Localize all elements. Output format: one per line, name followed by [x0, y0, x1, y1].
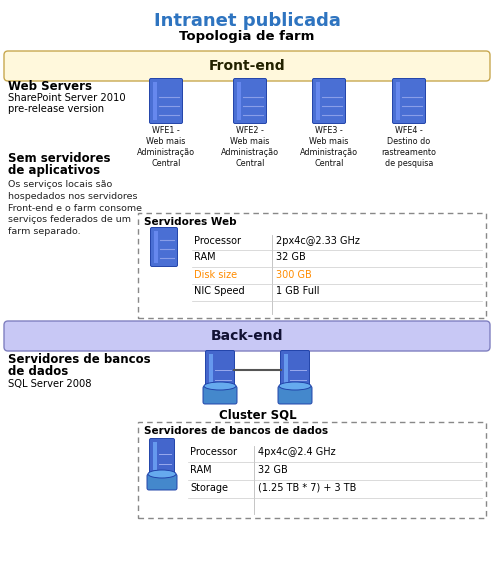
Text: de dados: de dados — [8, 365, 68, 378]
Text: 32 GB: 32 GB — [258, 465, 288, 475]
FancyBboxPatch shape — [234, 79, 266, 124]
Text: SQL Server 2008: SQL Server 2008 — [8, 379, 91, 389]
FancyBboxPatch shape — [150, 439, 174, 473]
Polygon shape — [284, 354, 288, 386]
Ellipse shape — [148, 470, 176, 478]
Text: NIC Speed: NIC Speed — [194, 286, 245, 297]
Ellipse shape — [279, 382, 311, 390]
Polygon shape — [153, 82, 157, 120]
FancyBboxPatch shape — [206, 351, 235, 389]
Text: 1 GB Full: 1 GB Full — [276, 286, 320, 297]
Ellipse shape — [204, 382, 236, 390]
FancyBboxPatch shape — [393, 79, 425, 124]
Text: SharePoint Server 2010: SharePoint Server 2010 — [8, 93, 125, 103]
Text: 300 GB: 300 GB — [276, 270, 312, 279]
Text: WFE4 -
Destino do
rastreamento
de pesquisa: WFE4 - Destino do rastreamento de pesqui… — [381, 126, 437, 168]
Text: RAM: RAM — [194, 252, 215, 263]
Text: WFE3 -
Web mais
Administração
Central: WFE3 - Web mais Administração Central — [300, 126, 358, 168]
FancyBboxPatch shape — [4, 51, 490, 81]
FancyBboxPatch shape — [281, 351, 310, 389]
Polygon shape — [316, 82, 320, 120]
Polygon shape — [209, 354, 213, 386]
Text: de aplicativos: de aplicativos — [8, 164, 100, 177]
Polygon shape — [153, 442, 157, 470]
Text: Sem servidores: Sem servidores — [8, 152, 111, 165]
Polygon shape — [154, 231, 158, 263]
Text: Web Servers: Web Servers — [8, 80, 92, 93]
FancyBboxPatch shape — [203, 386, 237, 404]
Text: Intranet publicada: Intranet publicada — [154, 12, 340, 30]
Polygon shape — [237, 82, 241, 120]
FancyBboxPatch shape — [147, 474, 177, 490]
Text: (1.25 TB * 7) + 3 TB: (1.25 TB * 7) + 3 TB — [258, 483, 356, 493]
FancyBboxPatch shape — [313, 79, 345, 124]
Text: pre-release version: pre-release version — [8, 104, 104, 114]
Text: Disk size: Disk size — [194, 270, 237, 279]
Text: Servidores de bancos de dados: Servidores de bancos de dados — [144, 426, 328, 436]
Text: Storage: Storage — [190, 483, 228, 493]
FancyBboxPatch shape — [278, 386, 312, 404]
Text: Os serviços locais são
hospedados nos servidores
Front-end e o farm consome
serv: Os serviços locais são hospedados nos se… — [8, 180, 142, 236]
FancyBboxPatch shape — [151, 228, 177, 266]
Text: Servidores de bancos: Servidores de bancos — [8, 353, 151, 366]
Text: WFE2 -
Web mais
Administração
Central: WFE2 - Web mais Administração Central — [221, 126, 279, 168]
Text: Topologia de farm: Topologia de farm — [179, 30, 315, 43]
Text: Front-end: Front-end — [208, 59, 286, 73]
FancyBboxPatch shape — [150, 79, 182, 124]
Text: 32 GB: 32 GB — [276, 252, 306, 263]
Text: Processor: Processor — [194, 236, 241, 246]
FancyBboxPatch shape — [138, 422, 486, 518]
FancyBboxPatch shape — [138, 213, 486, 318]
Text: Servidores Web: Servidores Web — [144, 217, 237, 227]
Text: Processor: Processor — [190, 447, 237, 457]
FancyBboxPatch shape — [4, 321, 490, 351]
Text: 4px4c@2.4 GHz: 4px4c@2.4 GHz — [258, 447, 335, 457]
Polygon shape — [396, 82, 400, 120]
Text: Cluster SQL: Cluster SQL — [219, 408, 296, 421]
Text: WFE1 -
Web mais
Administração
Central: WFE1 - Web mais Administração Central — [137, 126, 195, 168]
Text: 2px4c@2.33 GHz: 2px4c@2.33 GHz — [276, 236, 360, 246]
Text: RAM: RAM — [190, 465, 211, 475]
Text: Back-end: Back-end — [211, 329, 283, 343]
